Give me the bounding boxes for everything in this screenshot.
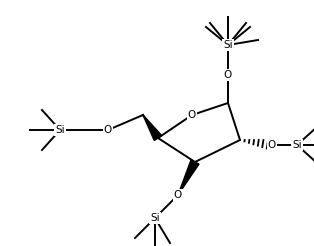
Text: Si: Si [150, 213, 160, 223]
Text: O: O [224, 70, 232, 80]
Text: O: O [104, 125, 112, 135]
Text: O: O [188, 110, 196, 120]
Text: O: O [174, 190, 182, 200]
Polygon shape [143, 115, 162, 140]
Text: Si: Si [223, 40, 233, 50]
Text: Si: Si [55, 125, 65, 135]
Text: Si: Si [292, 140, 302, 150]
Polygon shape [178, 160, 199, 195]
Text: O: O [268, 140, 276, 150]
